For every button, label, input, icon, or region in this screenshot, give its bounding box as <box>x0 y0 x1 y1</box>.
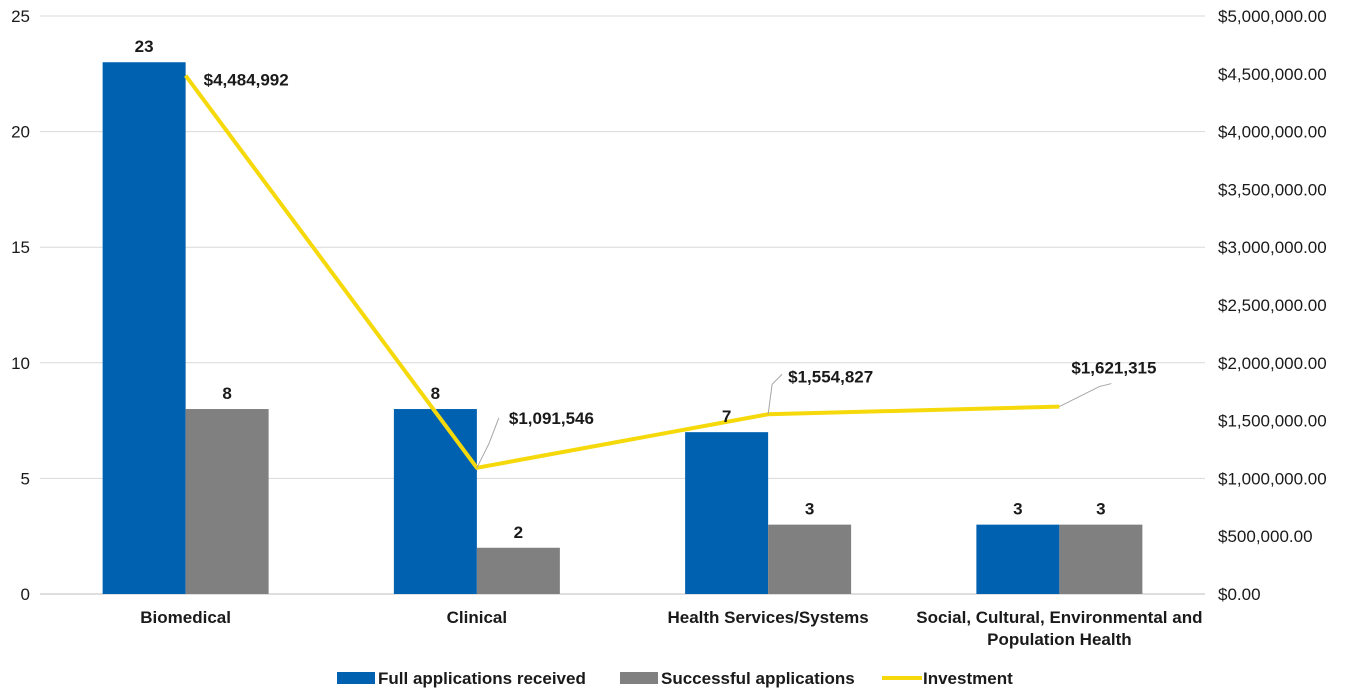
legend-swatch-full-applications <box>337 672 375 684</box>
legend-label: Successful applications <box>661 669 855 688</box>
bar-value-label: 3 <box>805 500 814 519</box>
left-axis: 0 5 10 15 20 25 <box>11 7 30 604</box>
right-tick-label: $1,000,000.00 <box>1218 469 1327 488</box>
right-tick-label: $4,500,000.00 <box>1218 65 1327 84</box>
left-tick-label: 20 <box>11 123 30 142</box>
right-tick-label: $500,000.00 <box>1218 527 1313 546</box>
bar-full-applications <box>102 62 186 595</box>
bar-full-applications <box>393 409 477 594</box>
bar-successful-applications <box>1059 524 1143 594</box>
right-tick-label: $1,500,000.00 <box>1218 412 1327 431</box>
right-axis: $0.00 $500,000.00 $1,000,000.00 $1,500,000.… <box>1218 7 1327 604</box>
category-label: Health Services/Systems <box>667 608 868 627</box>
category-label: Biomedical <box>140 608 231 627</box>
right-tick-label: $5,000,000.00 <box>1218 7 1327 26</box>
leader-line <box>767 373 783 415</box>
bar-successful-applications <box>476 547 560 594</box>
investment-line <box>184 74 1060 470</box>
right-tick-label: $4,000,000.00 <box>1218 123 1327 142</box>
left-tick-label: 25 <box>11 7 30 26</box>
category-label: Clinical <box>447 608 507 627</box>
bar-value-label: 8 <box>431 384 440 403</box>
bar-value-label: 8 <box>222 384 231 403</box>
legend: Full applications received Successful app… <box>337 669 1013 688</box>
left-tick-label: 0 <box>21 585 30 604</box>
bar-value-label: 7 <box>722 407 731 426</box>
bar-full-applications <box>685 432 769 594</box>
bar-value-label: 23 <box>135 37 154 56</box>
bar-successful-applications <box>185 409 269 594</box>
investment-value-label: $1,554,827 <box>788 367 873 386</box>
bar-full-applications <box>976 524 1060 594</box>
leader-line <box>1059 383 1112 408</box>
left-tick-label: 15 <box>11 238 30 257</box>
right-tick-label: $3,000,000.00 <box>1218 238 1327 257</box>
right-tick-label: $2,000,000.00 <box>1218 354 1327 373</box>
investment-line-path <box>184 74 1060 470</box>
bar-value-label: 2 <box>514 523 523 542</box>
bar-marks <box>102 62 1143 595</box>
investment-value-label: $1,091,546 <box>509 409 594 428</box>
legend-label: Investment <box>923 669 1013 688</box>
left-tick-label: 10 <box>11 354 30 373</box>
category-label: Population Health <box>987 630 1132 649</box>
right-tick-label: $2,500,000.00 <box>1218 296 1327 315</box>
investment-value-label: $1,621,315 <box>1071 359 1156 378</box>
bar-value-label: 3 <box>1013 500 1022 519</box>
category-labels: Biomedical Clinical Health Services/System… <box>140 608 1202 649</box>
bar-value-label: 3 <box>1096 500 1105 519</box>
bar-successful-applications <box>768 524 852 594</box>
investment-value-label: $4,484,992 <box>204 71 289 90</box>
legend-label: Full applications received <box>378 669 586 688</box>
right-tick-label: $0.00 <box>1218 585 1261 604</box>
legend-swatch-successful-applications <box>620 672 658 684</box>
category-label: Social, Cultural, Environmental and <box>916 608 1202 627</box>
leader-line <box>476 417 500 469</box>
right-tick-label: $3,500,000.00 <box>1218 180 1327 199</box>
left-tick-label: 5 <box>21 469 30 488</box>
